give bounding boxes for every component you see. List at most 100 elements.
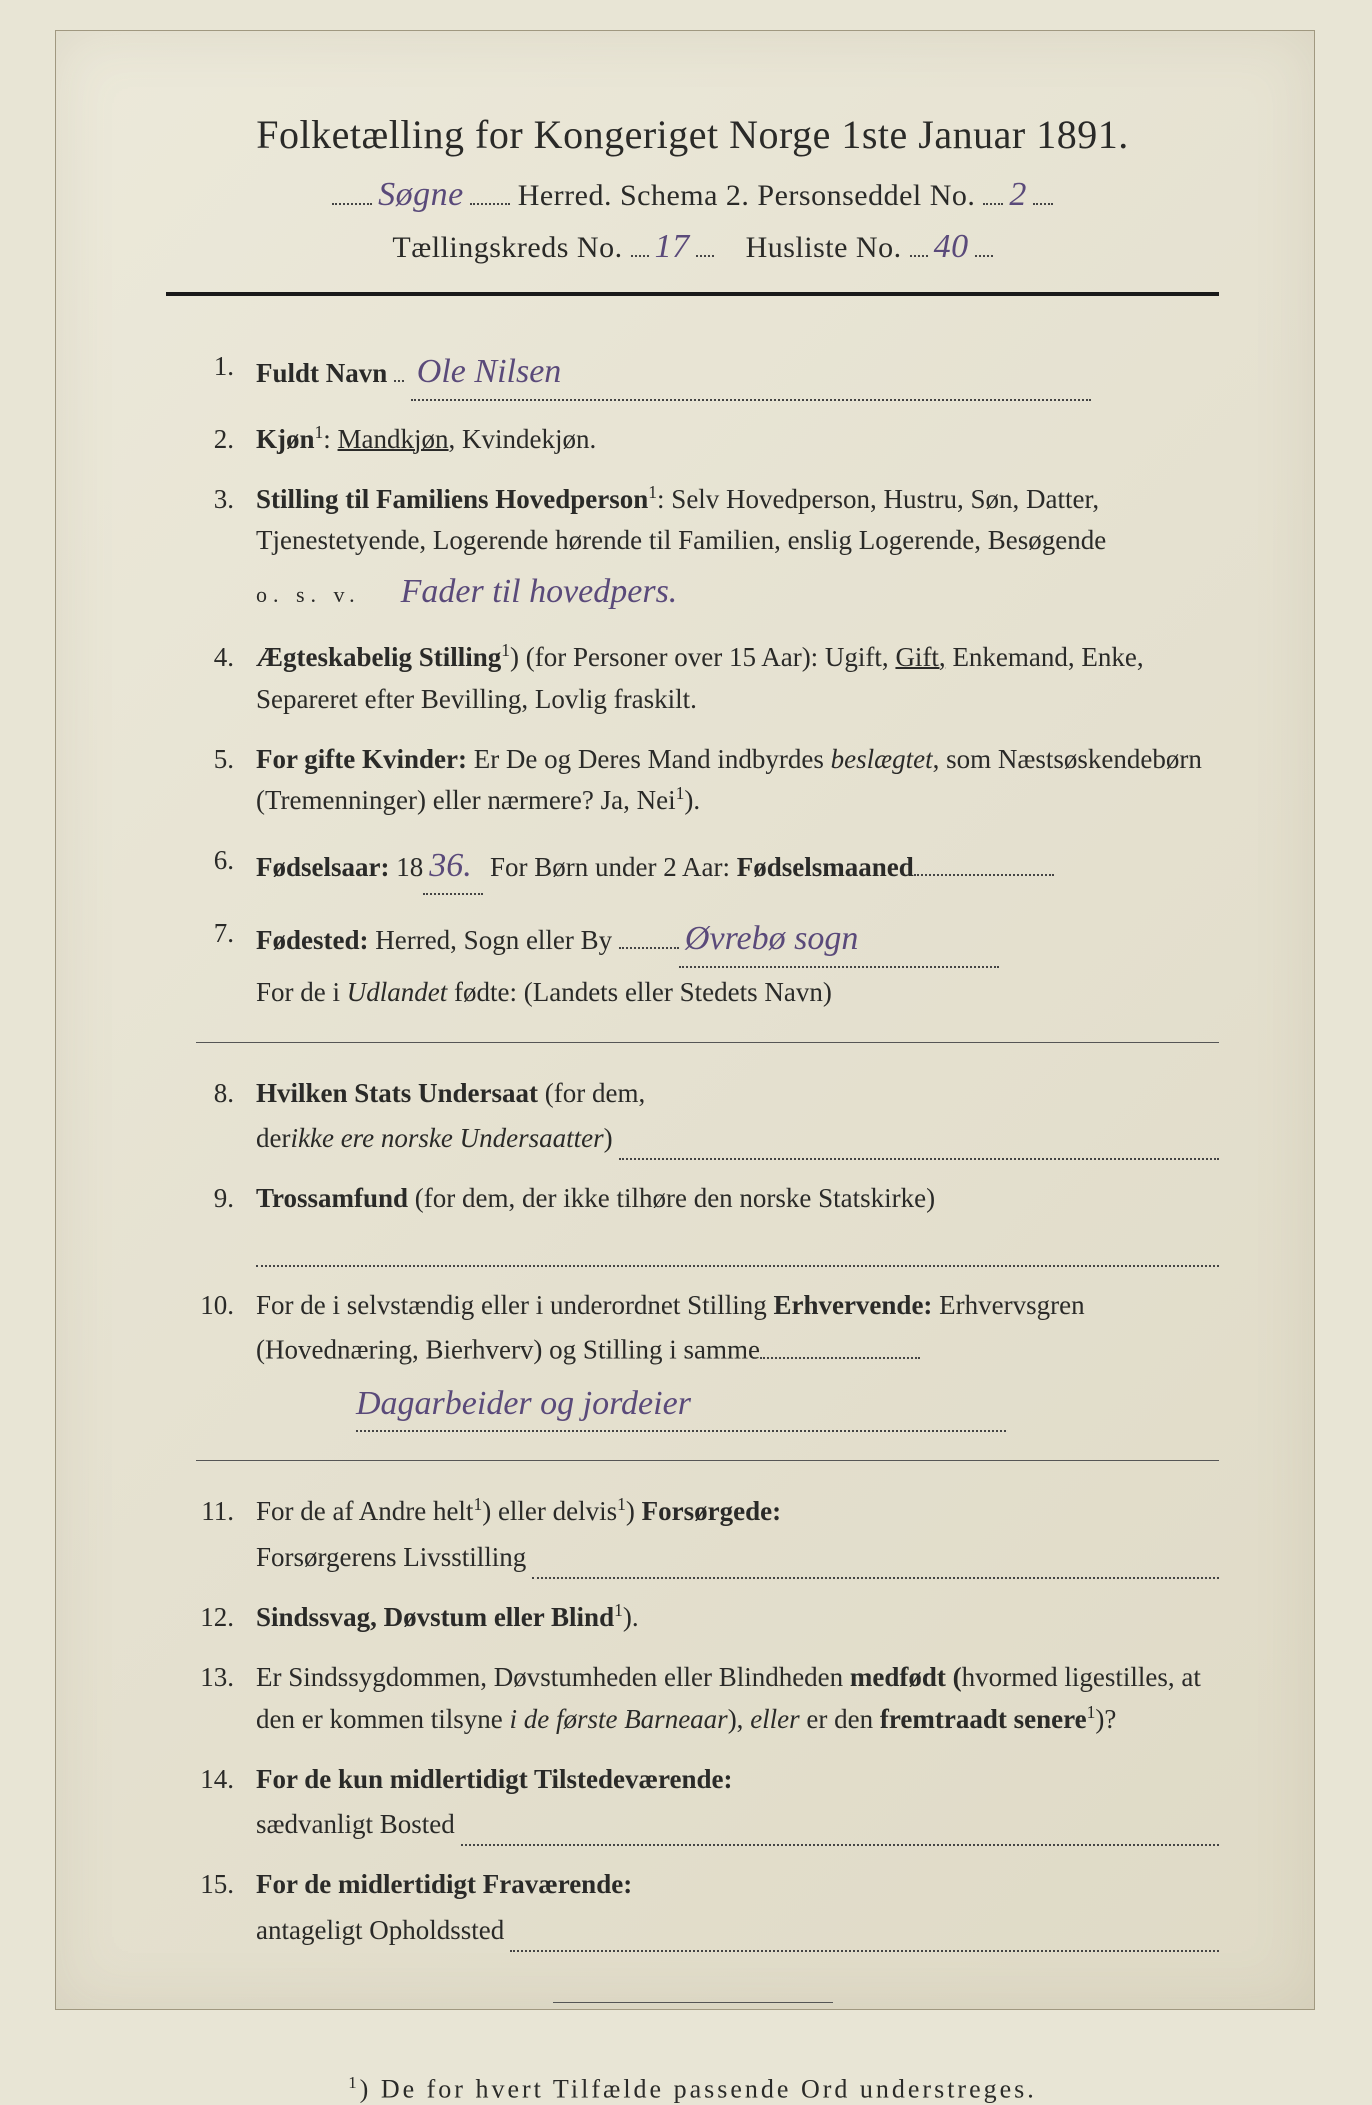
item-4: 4. Ægteskabelig Stilling1) (for Personer… — [196, 637, 1219, 721]
item-num: 6. — [196, 840, 256, 895]
italic-text: i de første Barneaar — [509, 1704, 727, 1734]
section-rule-1 — [196, 1042, 1219, 1043]
footnote-mark: 1 — [348, 2073, 359, 2092]
print-text: ). — [684, 785, 700, 815]
main-title: Folketælling for Kongeriget Norge 1ste J… — [166, 111, 1219, 158]
item-num: 3. — [196, 479, 256, 619]
option-selected: Gift, — [895, 642, 945, 672]
occupation-handwritten: Dagarbeider og jordeier — [356, 1378, 1006, 1433]
field-label: Sindssvag, Døvstum eller Blind — [256, 1602, 614, 1632]
personseddel-no: 2 — [1003, 176, 1033, 214]
birthyear-handwritten: 36. — [423, 840, 483, 895]
field-label: fremtraadt senere — [880, 1704, 1087, 1734]
print-text: antageligt Opholdssted — [256, 1910, 504, 1952]
print-text: ). — [623, 1602, 639, 1632]
item-14: 14. For de kun midlertidigt Tilstedevære… — [196, 1759, 1219, 1847]
header-line3: Tællingskreds No. 17 Husliste No. 40 — [166, 224, 1219, 266]
item-8: 8. Hvilken Stats Undersaat (for dem, der… — [196, 1073, 1219, 1161]
husliste-label: Husliste No. — [746, 231, 902, 264]
print-text: ) — [626, 1496, 642, 1526]
item-num: 10. — [196, 1285, 256, 1433]
field-label: Trossamfund — [256, 1183, 408, 1213]
item-num: 14. — [196, 1759, 256, 1847]
field-label: medfødt ( — [850, 1662, 962, 1692]
print-text: ) eller delvis — [482, 1496, 617, 1526]
option-selected: Mandkjøn — [338, 424, 449, 454]
field-label: Fødselsmaaned — [737, 852, 914, 882]
field-label: For de midlertidigt Fraværende: — [256, 1869, 632, 1899]
field-label: Fødested: — [256, 925, 368, 955]
field-label: Erhvervende: — [773, 1290, 932, 1320]
footnote-mark: 1 — [1087, 1702, 1096, 1722]
item-num: 1. — [196, 346, 256, 401]
census-form-page: Folketælling for Kongeriget Norge 1ste J… — [55, 30, 1315, 2010]
kreds-no: 17 — [649, 228, 696, 266]
item-num: 11. — [196, 1491, 256, 1579]
print-text: Er Sindssygdommen, Døvstumheden eller Bl… — [256, 1662, 850, 1692]
header-block: Folketælling for Kongeriget Norge 1ste J… — [166, 111, 1219, 266]
print-text: fødte: (Landets eller Stedets Navn) — [447, 977, 832, 1007]
italic-text: Udlandet — [347, 977, 448, 1007]
form-items: 1. Fuldt Navn Ole Nilsen 2. Kjøn1: Mandk… — [166, 346, 1219, 1952]
item-12: 12. Sindssvag, Døvstum eller Blind1). — [196, 1597, 1219, 1639]
print-text: ) (for Personer over 15 Aar): Ugift, — [510, 642, 895, 672]
item-13: 13. Er Sindssygdommen, Døvstumheden elle… — [196, 1657, 1219, 1741]
print-text: 18 — [389, 852, 423, 882]
header-print-2: Herred. Schema 2. Personseddel No. — [518, 179, 976, 212]
item-num: 7. — [196, 913, 256, 1014]
footnote-mark: 1 — [614, 1600, 623, 1620]
print-text: , Kvindekjøn. — [449, 424, 597, 454]
field-label: Stilling til Familiens Hovedperson — [256, 484, 648, 514]
footnote-mark: 1 — [501, 640, 510, 660]
item-num: 2. — [196, 419, 256, 461]
item-2: 2. Kjøn1: Mandkjøn, Kvindekjøn. — [196, 419, 1219, 461]
print-text: )? — [1095, 1704, 1116, 1734]
print-text: Herred, Sogn eller By — [368, 925, 612, 955]
item-15: 15. For de midlertidigt Fraværende: anta… — [196, 1864, 1219, 1952]
field-label: Kjøn — [256, 424, 315, 454]
item-num: 4. — [196, 637, 256, 721]
field-label: Forsørgede: — [642, 1496, 781, 1526]
husliste-no: 40 — [928, 228, 975, 266]
field-label: Hvilken Stats Undersaat — [256, 1078, 538, 1108]
item-1: 1. Fuldt Navn Ole Nilsen — [196, 346, 1219, 401]
field-label: For gifte Kvinder: — [256, 744, 467, 774]
item-7: 7. Fødested: Herred, Sogn eller By Øvreb… — [196, 913, 1219, 1014]
field-label: Fødselsaar: — [256, 852, 389, 882]
print-text: Er De og Deres Mand indbyrdes — [467, 744, 831, 774]
item-num: 8. — [196, 1073, 256, 1161]
print-text: (for dem, der ikke tilhøre den norske St… — [408, 1183, 935, 1213]
footnote-text: ) De for hvert Tilfælde passende Ord und… — [360, 2075, 1037, 2104]
footnote-mark: 1 — [617, 1494, 626, 1514]
item-num: 9. — [196, 1178, 256, 1266]
item-11: 11. For de af Andre helt1) eller delvis1… — [196, 1491, 1219, 1579]
print-text: sædvanligt Bosted — [256, 1804, 455, 1846]
section-rule-2 — [196, 1460, 1219, 1461]
item-num: 13. — [196, 1657, 256, 1741]
italic-text: eller — [750, 1704, 799, 1734]
italic-text: ikke ere norske Undersaatter — [290, 1118, 603, 1160]
birthplace-handwritten: Øvrebø sogn — [679, 913, 999, 968]
item-num: 15. — [196, 1864, 256, 1952]
print-text: er den — [800, 1704, 880, 1734]
print-text: ), — [728, 1704, 751, 1734]
item-9: 9. Trossamfund (for dem, der ikke tilhør… — [196, 1178, 1219, 1266]
footnote-mark: 1 — [473, 1494, 482, 1514]
print-text: : — [323, 424, 337, 454]
herred-handwritten: Søgne — [372, 176, 470, 214]
footnote-mark: 1 — [648, 482, 657, 502]
print-text: Forsørgerens Livsstilling — [256, 1537, 526, 1579]
field-label: Fuldt Navn — [256, 358, 387, 388]
kreds-label: Tællingskreds No. — [392, 231, 622, 264]
item-6: 6. Fødselsaar: 1836. For Børn under 2 Aa… — [196, 840, 1219, 895]
header-line2: Søgne Herred. Schema 2. Personseddel No.… — [166, 172, 1219, 214]
name-handwritten: Ole Nilsen — [411, 346, 1091, 401]
item-10: 10. For de i selvstændig eller i underor… — [196, 1285, 1219, 1433]
item-num: 12. — [196, 1597, 256, 1639]
print-text: For de af Andre helt — [256, 1496, 473, 1526]
print-text: For Børn under 2 Aar: — [483, 852, 736, 882]
print-text: For de i — [256, 977, 347, 1007]
header-rule — [166, 292, 1219, 296]
print-text: For de i selvstændig eller i underordnet… — [256, 1290, 773, 1320]
osv-text: o. s. v. — [256, 578, 361, 612]
